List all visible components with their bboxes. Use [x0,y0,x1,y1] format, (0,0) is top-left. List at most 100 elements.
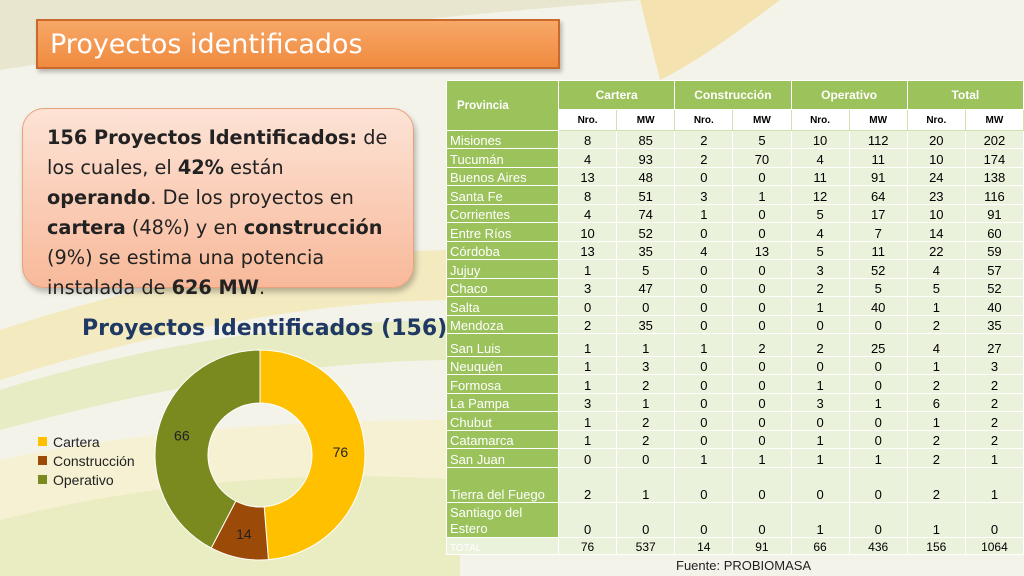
summary-text-bold-7: cartera [47,216,126,239]
total-row: TOTAL 76 537 14 91 66 436 156 1064 [446,537,1024,555]
table-cell: 2 [616,429,676,450]
province-name: Tucumán [446,148,559,168]
table-cell: 0 [674,222,734,242]
table-cell: 13 [557,240,618,261]
table-cell: 10 [906,148,966,168]
total-cell: 537 [616,537,676,555]
table-cell: 11 [790,166,850,187]
table-cell: 0 [848,355,908,376]
table-cell: 13 [732,240,792,261]
summary-callout: 156 Proyectos Identificados: de los cual… [22,108,414,299]
table-cell: 0 [616,296,676,316]
summary-text-2: de los cuales, el [47,126,388,179]
header-provincia: Provincia [446,80,559,131]
table-cell: 2 [964,392,1024,413]
table-cell: 0 [790,411,850,431]
table-cell: 0 [790,355,850,376]
table-cell: 2 [674,129,734,150]
table-cell: 48 [616,166,676,187]
province-name: Jujuy [446,259,559,279]
table-cell: 138 [964,166,1024,187]
table-cell: 0 [674,355,734,376]
subheader-0: Nro. [557,109,618,131]
donut-label-construccion: 14 [236,526,252,542]
table-cell: 0 [848,374,908,394]
table-cell: 0 [557,502,618,539]
total-cell: 76 [557,537,618,555]
summary-text-bold-1: 156 Proyectos Identificados: [47,126,358,149]
table-cell: 3 [616,355,676,376]
province-name: Buenos Aires [446,166,559,187]
table-cell: 1 [906,411,966,431]
table-cell: 12 [790,185,850,205]
table-cell: 4 [674,240,734,261]
table-cell: 1 [964,466,1024,504]
table-cell: 91 [848,166,908,187]
table-cell: 8 [557,185,618,205]
table-cell: 2 [674,148,734,168]
table-cell: 1 [848,448,908,468]
summary-text-4: están [224,156,284,179]
table-cell: 0 [848,429,908,450]
summary-text-6: . De los proyectos en [150,186,354,209]
table-cell: 0 [674,277,734,298]
table-cell: 3 [674,185,734,205]
table-row: Misiones 8 85 2 5 10 112 20 202 [446,129,1024,150]
province-name: Tierra del Fuego [446,466,559,504]
table-cell: 0 [732,374,792,394]
province-name: Chaco [446,277,559,298]
table-cell: 2 [964,411,1024,431]
table-cell: 1 [906,355,966,376]
table-cell: 14 [906,222,966,242]
table-cell: 24 [906,166,966,187]
table-cell: 0 [848,314,908,335]
summary-text-8: (48%) y en [125,216,244,239]
table-row: La Pampa 3 1 0 0 3 1 6 2 [446,392,1024,413]
table-cell: 0 [848,502,908,539]
table-cell: 1 [674,203,734,224]
table-cell: 0 [732,314,792,335]
province-name: La Pampa [446,392,559,413]
table-cell: 0 [732,203,792,224]
total-cell: 91 [732,537,792,555]
province-name: Entre Ríos [446,222,559,242]
table-cell: 4 [557,203,618,224]
province-name: Córdoba [446,240,559,261]
table-cell: 1 [790,429,850,450]
table-cell: 112 [848,129,908,150]
chart-legend: Cartera Construcción Operativo [38,432,135,489]
table-cell: 1 [557,259,618,279]
table-cell: 0 [616,448,676,468]
subheader-4: Nro. [790,109,850,131]
table-cell: 27 [964,333,1024,357]
table-cell: 35 [964,314,1024,335]
table-cell: 2 [732,333,792,357]
province-name: Misiones [446,129,559,150]
legend-label-operativo: Operativo [53,471,114,488]
province-name: Santiago del Estero [446,502,559,539]
page-title: Proyectos identificados [50,29,363,60]
table-cell: 0 [674,502,734,539]
subheader-1: MW [616,109,676,131]
header-group-cartera: Cartera [557,80,676,110]
table-cell: 202 [964,129,1024,150]
table-cell: 25 [848,333,908,357]
table-cell: 4 [790,222,850,242]
table-cell: 57 [964,259,1024,279]
province-name: Formosa [446,374,559,394]
table-cell: 1 [790,296,850,316]
table-row: Jujuy 1 5 0 0 3 52 4 57 [446,259,1024,279]
donut-slice-cartera [259,349,366,561]
table-cell: 52 [616,222,676,242]
table-cell: 0 [790,314,850,335]
table-cell: 1 [616,333,676,357]
total-label: TOTAL [446,537,559,555]
chart-title: Proyectos Identificados (156) [82,316,448,341]
table-cell: 2 [557,466,618,504]
table-row: Entre Ríos 10 52 0 0 4 7 14 60 [446,222,1024,242]
summary-text-bold-9: construcción [243,216,383,239]
table-cell: 0 [732,277,792,298]
source-note: Fuente: PROBIOMASA [676,558,812,573]
table-cell: 0 [674,411,734,431]
table-cell: 1 [557,333,618,357]
